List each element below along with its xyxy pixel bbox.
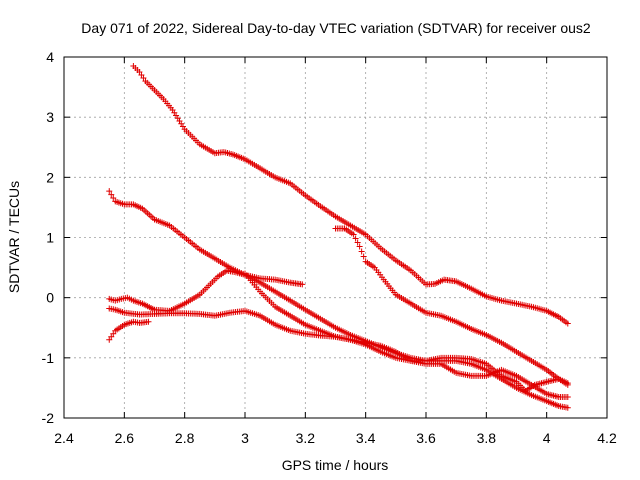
data-point — [145, 318, 152, 325]
data-point — [106, 188, 113, 195]
x-tick-label: 4.2 — [597, 430, 617, 446]
x-tick-label: 3.2 — [296, 430, 316, 446]
grid-lines — [64, 57, 607, 418]
x-tick-label: 3 — [241, 430, 249, 446]
series-track-4 — [106, 305, 571, 400]
data-point — [140, 75, 147, 82]
x-tick-label: 3.4 — [356, 430, 376, 446]
series-track-7 — [332, 225, 571, 387]
y-axis-label: SDTVAR / TECUs — [6, 181, 22, 293]
y-tick-label: 1 — [46, 230, 54, 246]
data-point — [106, 336, 113, 343]
x-axis-label: GPS time / hours — [282, 457, 389, 473]
data-point — [136, 69, 143, 76]
data-point — [564, 380, 571, 387]
data-point — [564, 393, 571, 400]
x-tick-label: 3.6 — [416, 430, 436, 446]
data-point — [110, 330, 117, 337]
x-tick-label: 3.8 — [477, 430, 497, 446]
y-tick-labels: -2 -1 0 1 2 3 4 — [42, 49, 55, 426]
plot-frame — [63, 56, 608, 419]
y-tick-label: 3 — [46, 109, 54, 125]
data-point — [138, 72, 145, 79]
series-track-6 — [242, 270, 571, 394]
y-tick-label: 0 — [46, 290, 54, 306]
data-point — [358, 248, 365, 255]
y-tick-label: -2 — [42, 410, 55, 426]
data-point — [108, 191, 115, 198]
x-tick-label: 2.6 — [115, 430, 135, 446]
y-tick-label: -1 — [42, 350, 55, 366]
series-markers — [106, 63, 571, 411]
data-point — [350, 231, 357, 238]
x-tick-label: 2.8 — [175, 430, 195, 446]
data-point — [352, 235, 359, 242]
series-track-1 — [130, 63, 571, 327]
y-tick-label: 4 — [46, 49, 54, 65]
data-point — [564, 404, 571, 411]
x-tick-label: 2.4 — [54, 430, 74, 446]
data-point — [110, 194, 117, 201]
x-tick-label: 4 — [543, 430, 551, 446]
data-point — [299, 281, 306, 288]
data-point — [356, 243, 363, 250]
data-point — [360, 253, 367, 260]
series-track-5 — [106, 318, 152, 343]
chart-title: Day 071 of 2022, Sidereal Day-to-day VTE… — [81, 20, 591, 36]
data-point — [108, 333, 115, 340]
y-tick-label: 2 — [46, 169, 54, 185]
data-point — [564, 320, 571, 327]
data-point — [354, 239, 361, 246]
x-tick-labels: 2.4 2.6 2.8 3 3.2 3.4 3.6 3.8 4 4.2 — [54, 430, 617, 446]
